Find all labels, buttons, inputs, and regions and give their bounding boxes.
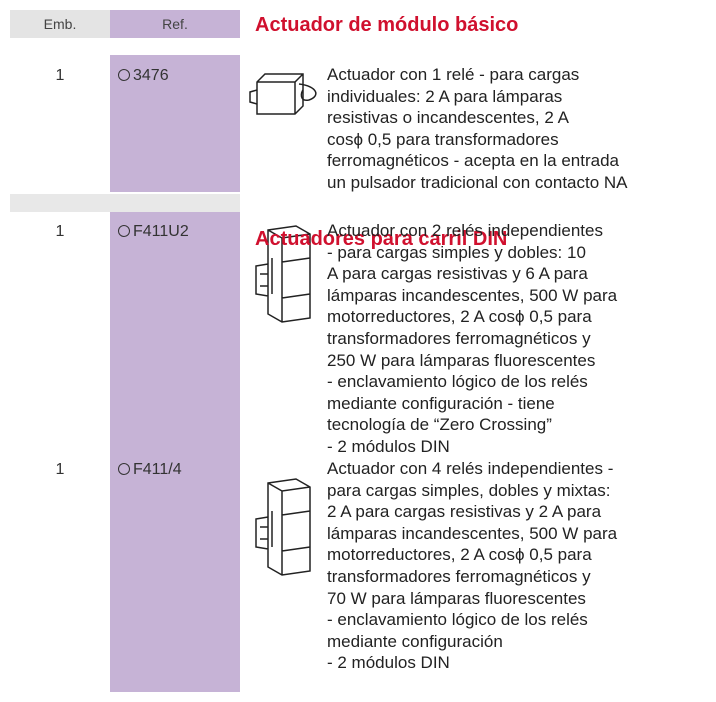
description: Actuador con 1 relé - para cargas individ… [327, 64, 628, 194]
description-line: Actuador con 1 relé - para cargas [327, 65, 580, 84]
emb-header: Emb. [10, 10, 110, 38]
description-line: mediante configuración [327, 631, 503, 651]
description: Actuador con 2 relés independientes - par… [327, 220, 617, 458]
description-line: motorreductores, 2 A cosϕ 0,5 para [327, 307, 592, 327]
description-line: - 2 módulos DIN [327, 436, 450, 456]
description-line: individuales: 2 A para lámparas [327, 86, 563, 106]
description-line: - enclavamiento lógico de los relés [327, 610, 588, 630]
description-line: 250 W para lámparas fluorescentes [327, 350, 596, 370]
description-line: Actuador con 4 relés independientes - [327, 459, 614, 478]
description-line: transformadores ferromagnéticos y [327, 328, 591, 348]
description-line: - enclavamiento lógico de los relés [327, 372, 588, 392]
emb-value: 1 [55, 67, 65, 84]
description-line: resistivas o incandescentes, 2 A [327, 108, 569, 128]
description-line: A para cargas resistivas y 6 A para [327, 264, 588, 284]
emb-value: 1 [55, 461, 65, 478]
description-line: mediante configuración - tiene [327, 393, 555, 413]
ref-code: F411/4 [118, 461, 182, 479]
ref-code: F411U2 [118, 223, 189, 241]
product-icon [249, 73, 317, 115]
emb-value: 1 [55, 223, 65, 240]
separator [10, 194, 240, 212]
ref-code: 3476 [118, 67, 169, 85]
description-line: transformadores ferromagnéticos y [327, 566, 591, 586]
product-icon [255, 478, 311, 576]
description-line: tecnología de “Zero Crossing” [327, 415, 552, 435]
section-title: Actuador de módulo básico [255, 14, 519, 36]
section-title: Actuadores para carril DIN [255, 228, 508, 250]
description-line: motorreductores, 2 A cosϕ 0,5 para [327, 545, 592, 565]
description-line: lámparas incandescentes, 500 W para [327, 285, 618, 305]
product-icon [255, 225, 311, 323]
description-line: Actuador con 2 relés independientes [327, 221, 603, 240]
ref-column [110, 212, 240, 692]
description-line: ferromagnéticos - acepta en la entrada [327, 151, 620, 171]
ref-header: Ref. [110, 10, 240, 38]
description-line: 70 W para lámparas fluorescentes [327, 588, 586, 608]
description-line: para cargas simples, dobles y mixtas: [327, 480, 611, 500]
description-line: cosϕ 0,5 para transformadores [327, 129, 559, 149]
description: Actuador con 4 relés independientes - par… [327, 458, 617, 674]
description-line: - 2 módulos DIN [327, 653, 450, 673]
description-line: un pulsador tradicional con contacto NA [327, 172, 628, 192]
description-line: - para cargas simples y dobles: 10 [327, 242, 586, 262]
description-line: 2 A para cargas resistivas y 2 A para [327, 502, 602, 522]
description-line: lámparas incandescentes, 500 W para [327, 523, 618, 543]
